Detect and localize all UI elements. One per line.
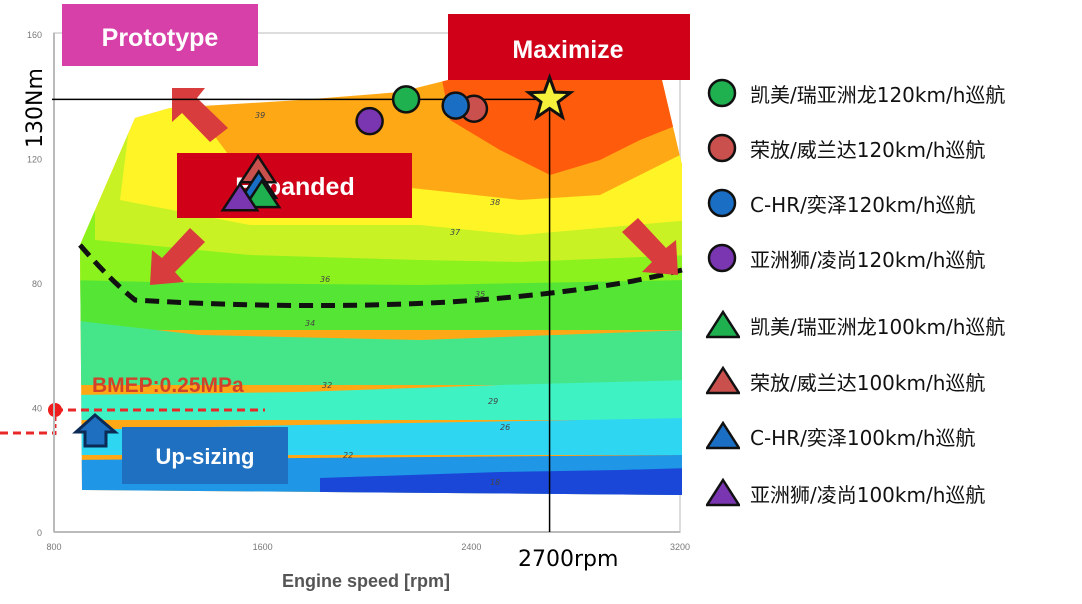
reference-star-marker [524,72,575,121]
data-point-circle [391,85,421,114]
prototype-box [62,4,258,66]
triangle-marker-icon [706,478,740,507]
speed-ref-label: 2700rpm [518,547,618,572]
y-tick-label: 160 [27,30,42,40]
band-red-orange [440,80,682,175]
data-point-triangle [242,178,282,209]
contour-label: 36 [320,275,330,284]
band-lime [80,80,682,300]
contour-label: 26 [500,423,510,432]
triangle-marker-icon [706,310,740,339]
y-tick-label: 80 [32,279,42,289]
circle-marker-icon [707,188,737,218]
upsizing-box [122,427,288,484]
circle-marker-icon [707,78,737,108]
y-tick-labels: 0 40 80 120 160 [27,30,42,538]
maximize-box [448,14,690,80]
legend-swatch [707,243,737,273]
torque-ref-label: 130Nm [23,68,48,148]
prototype-label: Prototype [102,24,219,52]
legend-item: 凯美/瑞亚洲龙100km/h巡航 [706,310,1005,340]
data-point-triangle [220,181,260,212]
legend-item: C-HR/奕泽120km/h巡航 [706,188,976,218]
legend-swatch [706,310,740,339]
contour-label: 32 [322,381,332,390]
contour-label: 39 [255,111,265,120]
maximize-label: Maximize [512,36,623,64]
arrow-down-left-icon [150,228,205,285]
band-yellow-green [80,80,682,280]
contour-label: 22 [343,451,353,460]
legend-label: 荣放/威兰达100km/h巡航 [750,370,986,395]
band-green [80,280,682,330]
data-markers [220,72,575,212]
arrow-down-right-icon [622,218,678,275]
data-point-circle [355,106,384,136]
contour-label: 18 [490,478,500,487]
legend-item: 亚洲狮/凌尚120km/h巡航 [706,243,985,273]
y-tick-label: 40 [32,404,42,414]
band-mint [80,320,682,385]
y-tick-label: 120 [27,155,42,165]
contour-label: 34 [305,319,315,328]
triangle-marker-icon [706,366,740,395]
contour-label: 37 [450,228,461,237]
expanded-box [177,153,412,218]
x-axis-label: Engine speed [rpm] [282,571,450,591]
legend-swatch [706,366,740,395]
legend-label: 凯美/瑞亚洲龙100km/h巡航 [750,314,1006,339]
circle-marker-icon [707,133,737,163]
legend-label: 亚洲狮/凌尚120km/h巡航 [750,247,986,272]
x-tick-label: 2400 [461,542,481,552]
legend-label: 亚洲狮/凌尚100km/h巡航 [750,482,986,507]
direction-arrows [150,88,678,285]
bmep-label: BMEP:0.25MPa [92,374,244,397]
legend-swatch [707,133,737,163]
x-tick-labels: 800 1600 2400 3200 [46,542,690,552]
upsizing-label: Up-sizing [156,444,255,469]
legend-label: 凯美/瑞亚洲龙120km/h巡航 [750,82,1006,107]
x-tick-label: 800 [46,542,61,552]
contour-label: 38 [490,198,500,207]
contour-label: 35 [475,290,485,299]
legend-label: 荣放/威兰达120km/h巡航 [750,137,986,162]
circle-marker-icon [707,243,737,273]
legend-label: C-HR/奕泽120km/h巡航 [750,192,976,217]
x-tick-label: 1600 [253,542,273,552]
x-tick-label: 3200 [670,542,690,552]
legend-item: C-HR/奕泽100km/h巡航 [706,421,976,451]
band-dark-blue [320,468,682,495]
legend-swatch [707,188,737,218]
legend-label: C-HR/奕泽100km/h巡航 [750,425,976,450]
legend-item: 亚洲狮/凌尚100km/h巡航 [706,478,985,508]
legend-swatch [707,78,737,108]
legend-swatch [706,421,740,450]
legend-item: 荣放/威兰达100km/h巡航 [706,366,985,396]
arrow-up-left-icon [172,88,228,142]
contour-labels: 39 38 37 36 35 34 32 29 26 22 18 [255,111,510,487]
legend-item: 荣放/威兰达120km/h巡航 [706,133,985,163]
data-point-circle [441,91,470,120]
contour-label: 29 [488,397,498,406]
dashed-boundary-line [78,243,683,309]
legend-swatch [706,478,740,507]
up-arrow-icon [72,413,120,448]
y-tick-label: 0 [37,528,42,538]
legend-item: 凯美/瑞亚洲龙120km/h巡航 [706,78,1005,108]
triangle-marker-icon [706,421,740,450]
